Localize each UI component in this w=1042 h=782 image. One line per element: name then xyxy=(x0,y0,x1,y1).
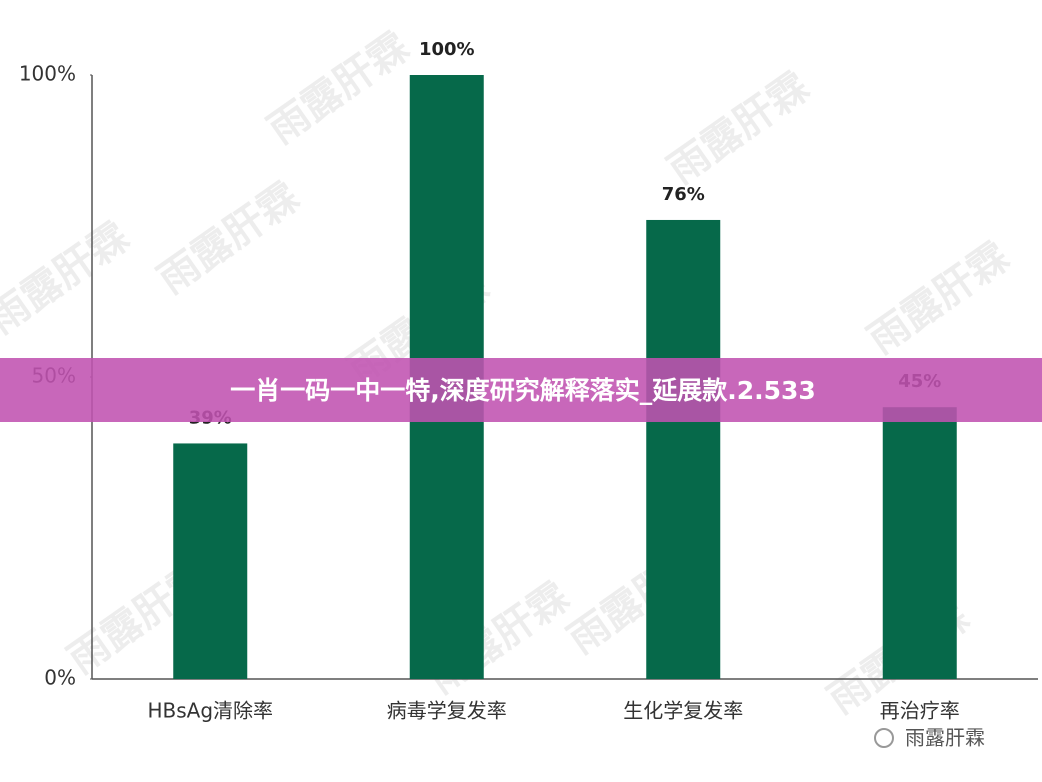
bar xyxy=(882,407,957,679)
watermark: 雨露肝霖 xyxy=(860,234,1017,363)
x-tick-label: 再治疗率 xyxy=(880,699,960,723)
value-label: 76% xyxy=(662,184,705,205)
y-tick-label: 100% xyxy=(19,62,76,86)
y-tick-label: 0% xyxy=(44,666,76,690)
banner-background xyxy=(0,358,1042,422)
logo-icon xyxy=(874,728,894,748)
x-tick-label: 生化学复发率 xyxy=(623,699,743,723)
watermark: 雨露肝霖 xyxy=(260,24,417,153)
banner-text: 一肖一码一中一特,深度研究解释落实_延展款.2.533 xyxy=(230,376,816,405)
watermark: 雨露肝霖 xyxy=(0,214,138,343)
bar xyxy=(173,443,248,679)
value-label: 100% xyxy=(419,39,475,60)
watermark: 雨露肝霖 xyxy=(150,174,307,303)
logo-text: 雨露肝霖 xyxy=(905,726,985,750)
bar xyxy=(646,219,721,679)
x-tick-label: HBsAg清除率 xyxy=(147,699,273,723)
x-tick-label: 病毒学复发率 xyxy=(387,699,507,723)
watermark: 雨露肝霖 xyxy=(660,64,817,193)
